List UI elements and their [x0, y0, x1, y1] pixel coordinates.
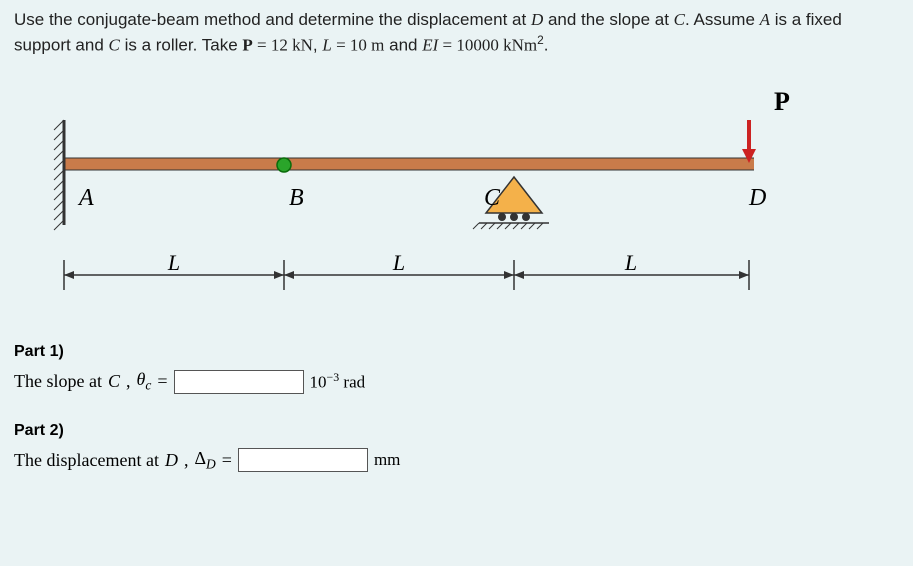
- var-L: L: [322, 35, 331, 54]
- part2-eq: =: [222, 450, 232, 471]
- period: .: [544, 35, 549, 54]
- svg-text:L: L: [392, 250, 405, 275]
- EI-exp: 2: [537, 33, 544, 47]
- part1-eq: =: [157, 371, 167, 392]
- text: is a fixed: [770, 10, 842, 29]
- displacement-input[interactable]: [238, 448, 368, 472]
- figure-svg: A B C D P L L L: [14, 75, 794, 325]
- part1-theta: θc: [137, 369, 152, 394]
- text: and the slope at: [543, 10, 673, 29]
- part2-comma: ,: [184, 450, 189, 471]
- part1-pre: The slope at: [14, 371, 102, 392]
- var-D: D: [531, 10, 543, 29]
- part1-label: Part 1): [14, 343, 899, 361]
- part1-comma: ,: [126, 371, 131, 392]
- EI-eq: = 10000 kNm: [438, 35, 537, 54]
- var-P: P: [242, 35, 252, 54]
- part2-delta: ΔD: [194, 448, 215, 473]
- L-eq: = 10 m: [332, 35, 385, 54]
- text: Use the conjugate-beam method and determ…: [14, 10, 531, 29]
- problem-statement: Use the conjugate-beam method and determ…: [14, 8, 899, 57]
- beam-figure: A B C D P L L L: [14, 75, 899, 325]
- var-A: A: [760, 10, 770, 29]
- part2-unit: mm: [374, 450, 400, 470]
- text: . Assume: [685, 10, 760, 29]
- comma: ,: [313, 35, 322, 54]
- and: and: [384, 35, 422, 54]
- svg-text:D: D: [748, 185, 766, 211]
- text: is a roller. Take: [120, 35, 243, 54]
- part1-line: The slope at C, θc = 10−3 rad: [14, 369, 899, 394]
- var-C2: C: [109, 35, 120, 54]
- svg-text:B: B: [289, 185, 304, 211]
- var-EI: EI: [422, 35, 438, 54]
- slope-input[interactable]: [174, 370, 304, 394]
- part1-C: C: [108, 371, 120, 392]
- svg-text:A: A: [77, 185, 94, 211]
- text: support and: [14, 35, 109, 54]
- P-eq: = 12 kN: [253, 35, 313, 54]
- var-C: C: [674, 10, 685, 29]
- part2-pre: The displacement at: [14, 450, 159, 471]
- svg-text:P: P: [774, 87, 790, 116]
- svg-text:L: L: [624, 250, 637, 275]
- part2-line: The displacement at D, ΔD = mm: [14, 448, 899, 473]
- part1-unit: 10−3 rad: [310, 370, 366, 393]
- svg-text:L: L: [167, 250, 180, 275]
- part2-label: Part 2): [14, 422, 899, 440]
- part2-D: D: [165, 450, 178, 471]
- svg-text:C: C: [484, 185, 501, 211]
